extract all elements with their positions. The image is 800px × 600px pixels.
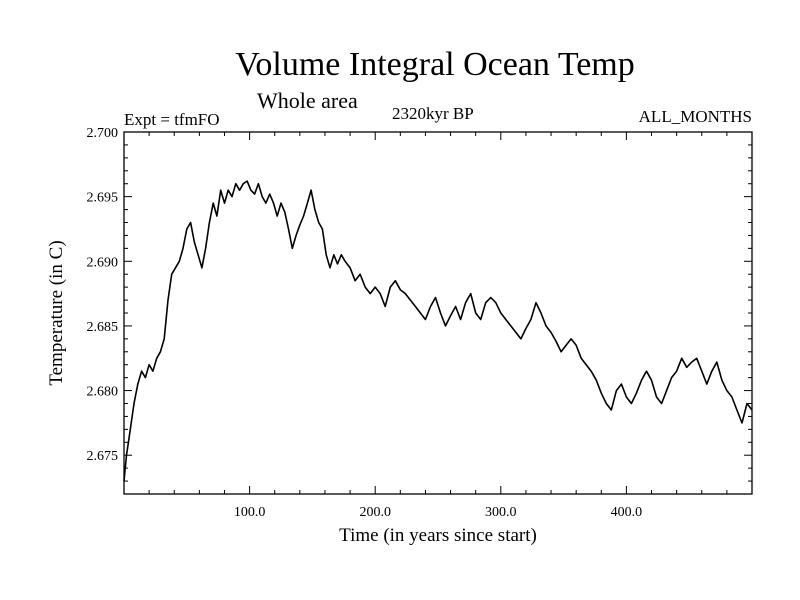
series-line	[123, 180, 753, 482]
x-axis-label: Time (in years since start)	[339, 525, 537, 546]
x-tick-label: 100.0	[234, 505, 266, 520]
y-axis-label: Temperature (in C)	[46, 240, 67, 385]
y-tick-label: 2.690	[87, 255, 119, 270]
experiment-label: Expt = tfmFO	[124, 110, 220, 129]
x-tick-label: 300.0	[485, 505, 517, 520]
x-tick-label: 400.0	[611, 505, 643, 520]
period-label: 2320kyr BP	[392, 104, 474, 123]
plot-frame	[123, 131, 753, 495]
y-tick-label: 2.685	[87, 320, 119, 335]
x-tick-label: 200.0	[359, 505, 391, 520]
y-tick-label: 2.675	[87, 449, 119, 464]
months-label: ALL_MONTHS	[638, 107, 752, 126]
chart-title: Volume Integral Ocean Temp	[235, 46, 635, 83]
ticks-layer: 100.0 200.0 300.0 400.0 2.675 2.680 2.685 2.690…	[87, 126, 752, 520]
y-tick-label: 2.695	[87, 191, 119, 206]
y-tick-label: 2.700	[87, 126, 119, 141]
chart-subtitle: Whole area	[257, 88, 358, 113]
y-tick-label: 2.680	[87, 385, 119, 400]
